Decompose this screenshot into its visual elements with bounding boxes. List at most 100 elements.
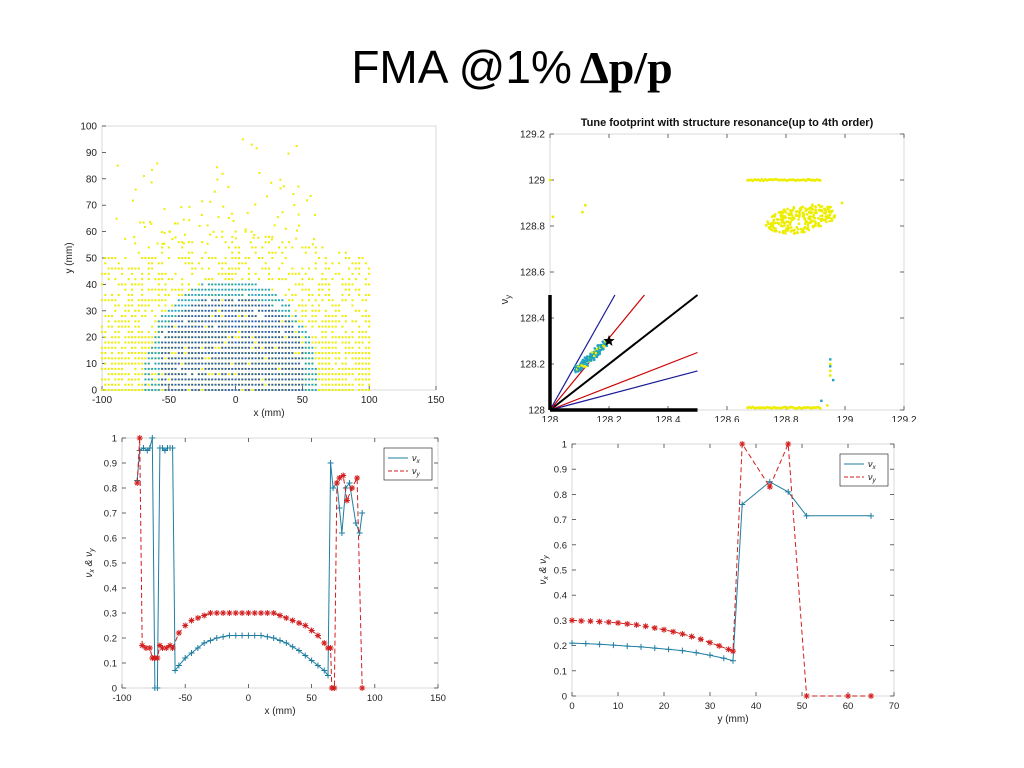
xy-point-yellow (117, 362, 120, 365)
xy-point-blue (231, 320, 234, 323)
xy-point-yellow (368, 367, 371, 370)
xy-point-blue (207, 367, 210, 370)
xy-point-blue (204, 315, 207, 317)
xy-point-yellow (224, 262, 227, 265)
xy-point-yellow (351, 262, 354, 265)
xy-point-yellow (341, 299, 344, 302)
xy-point-blue (264, 336, 267, 339)
footprint-point (592, 356, 595, 360)
xy-point-blue (201, 357, 204, 360)
cluster-point (808, 207, 811, 210)
xy-point-yellow (217, 309, 220, 312)
xy-point-blue (284, 357, 287, 360)
xy-point-blue (177, 299, 180, 302)
xy-point-yellow (295, 237, 298, 240)
xy-point-yellow (241, 262, 244, 265)
xy-point-blue (237, 299, 240, 302)
xy-point-blue (298, 383, 301, 386)
xy-point-blue (167, 367, 170, 370)
outlier-point (551, 215, 555, 219)
footprint-point (594, 351, 598, 355)
xy-point-blue (234, 352, 237, 354)
y-tick-label: 0.8 (104, 484, 117, 495)
xy-point-blue (278, 346, 281, 349)
xy-point-yellow (294, 272, 297, 275)
xy-point-yellow (150, 222, 153, 225)
xy-point-yellow (358, 378, 361, 381)
xy-point-blue (284, 325, 287, 328)
xy-point-yellow (154, 378, 157, 381)
xy-point-yellow (121, 325, 124, 328)
xy-point-yellow (221, 230, 224, 233)
xy-point-yellow (331, 341, 334, 344)
xy-point-yellow (154, 257, 157, 259)
xy-point-blue (227, 315, 230, 317)
footprint-point (593, 347, 597, 350)
xy-point-blue (247, 309, 250, 312)
xy-point-yellow (251, 346, 254, 349)
x-tick-label: 100 (367, 693, 383, 704)
xy-point-yellow (107, 299, 110, 302)
xy-point-blue (211, 283, 214, 286)
xy-point-blue (271, 346, 274, 349)
xy-point-blue (281, 367, 284, 370)
xy-point-yellow (244, 257, 247, 259)
xy-point-yellow (141, 346, 144, 349)
xy-point-yellow (221, 315, 224, 318)
xy-point-yellow (154, 330, 157, 333)
xy-point-blue (147, 357, 150, 360)
xy-point-blue (254, 373, 257, 376)
xy-point-yellow (182, 242, 185, 245)
xy-point-yellow (217, 346, 220, 349)
xy-point-blue (298, 362, 301, 365)
xy-point-yellow (131, 383, 134, 386)
xy-point-blue (181, 367, 184, 370)
xy-point-yellow (204, 325, 207, 328)
xy-point-yellow (361, 352, 364, 355)
xy-point-yellow (107, 267, 110, 270)
xy-point-yellow (341, 325, 344, 328)
xy-point-yellow (328, 389, 331, 391)
xy-point-yellow (279, 178, 282, 181)
xy-point-yellow (177, 241, 180, 244)
xy-point-yellow (291, 272, 294, 275)
xy-point-blue (227, 309, 230, 312)
xy-point-blue (247, 378, 250, 381)
xy-point-yellow (264, 383, 267, 386)
outlier-point (828, 369, 832, 373)
xy-point-yellow (344, 336, 347, 339)
nux-marker (289, 643, 296, 650)
xy-point-yellow (358, 288, 361, 291)
xy-point-blue (241, 362, 244, 365)
xy-point-yellow (154, 315, 157, 318)
xy-point-blue (241, 288, 244, 291)
xy-point-yellow (358, 362, 361, 365)
xy-point-yellow (151, 262, 154, 265)
xy-point-blue (301, 325, 304, 328)
xy-point-yellow (211, 315, 214, 318)
xy-point-blue (314, 373, 317, 376)
xy-point-blue (288, 357, 291, 360)
xy-point-blue (261, 299, 264, 302)
cluster-point (784, 211, 788, 214)
xy-point-yellow (227, 272, 230, 275)
xy-point-blue (201, 304, 204, 307)
xy-point-yellow (168, 230, 171, 233)
cluster-point (785, 220, 788, 223)
xy-point-yellow (231, 241, 234, 244)
xy-point-yellow (324, 315, 327, 318)
xy-point-yellow (344, 357, 347, 360)
xy-point-yellow (164, 304, 167, 307)
xy-point-blue (187, 320, 190, 323)
nux-marker (194, 645, 201, 651)
xy-point-blue (257, 389, 260, 391)
xy-point-yellow (187, 241, 190, 244)
xy-point-blue (217, 336, 220, 339)
xy-point-blue (311, 346, 314, 349)
footprint-point (596, 353, 600, 357)
xy-point-yellow (117, 262, 120, 265)
xy-point-blue (214, 341, 217, 344)
xy-point-blue (241, 315, 244, 317)
xy-point-yellow (188, 205, 191, 208)
xy-point-blue (221, 320, 224, 323)
